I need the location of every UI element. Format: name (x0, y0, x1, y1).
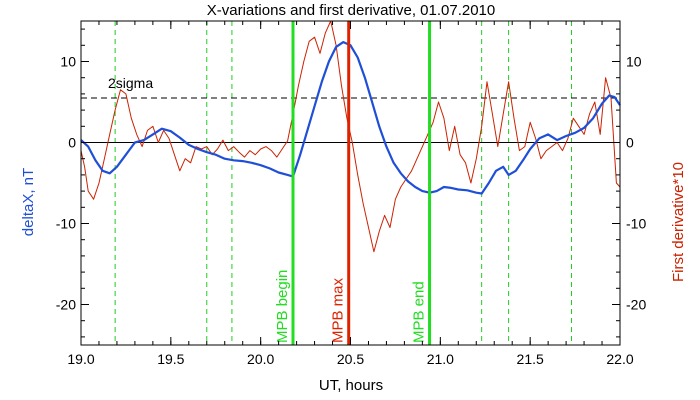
y-right-tick-label-3: 10 (626, 54, 642, 70)
y-axis-left-ticks: -20 -10 0 10 (56, 28, 89, 338)
series-line-derivative (80, 20, 621, 253)
y-left-tick-label-3: 10 (60, 54, 76, 70)
y-left-tick-label-2: 0 (68, 135, 76, 151)
dashed-vertical-lines (114, 21, 572, 345)
y-right-tick-label-1: -10 (626, 216, 646, 232)
mpb-end-label: MPB end (411, 281, 428, 343)
mpb-max-label: MPB max (330, 277, 347, 343)
x-axis-label: UT, hours (319, 377, 383, 394)
chart-title: X-variations and first derivative, 01.07… (207, 2, 496, 19)
x-tick-label-4: 21.0 (427, 351, 454, 367)
x-tick-label-2: 20.0 (247, 351, 274, 367)
y-right-tick-label-2: 0 (626, 135, 634, 151)
x-tick-label-1: 19.5 (157, 351, 184, 367)
y-axis-right-ticks: -20 -10 0 10 (612, 28, 646, 338)
plot-frame (80, 20, 621, 346)
mpb-begin-label: MPB begin (274, 270, 291, 343)
mpb-markers: MPB begin MPB max MPB end (274, 21, 432, 345)
x-axis-ticks: 19.0 19.5 20.0 20.5 21.0 21.5 22.0 (67, 21, 634, 367)
sigma-line-group: 2sigma (81, 75, 620, 99)
series-line-deltaX (80, 40, 621, 195)
x-tick-label-0: 19.0 (67, 351, 94, 367)
y-left-tick-label-1: -10 (56, 216, 76, 232)
series-group (80, 20, 621, 253)
y-axis-left-label: deltaX, nT (20, 168, 37, 236)
y-right-tick-label-0: -20 (626, 297, 646, 313)
sigma-label: 2sigma (108, 75, 153, 91)
x-tick-label-3: 20.5 (337, 351, 364, 367)
y-left-tick-label-0: -20 (56, 297, 76, 313)
x-tick-label-6: 22.0 (606, 351, 633, 367)
y-axis-right-label: First derivative*10 (670, 162, 687, 282)
x-tick-label-5: 21.5 (517, 351, 544, 367)
